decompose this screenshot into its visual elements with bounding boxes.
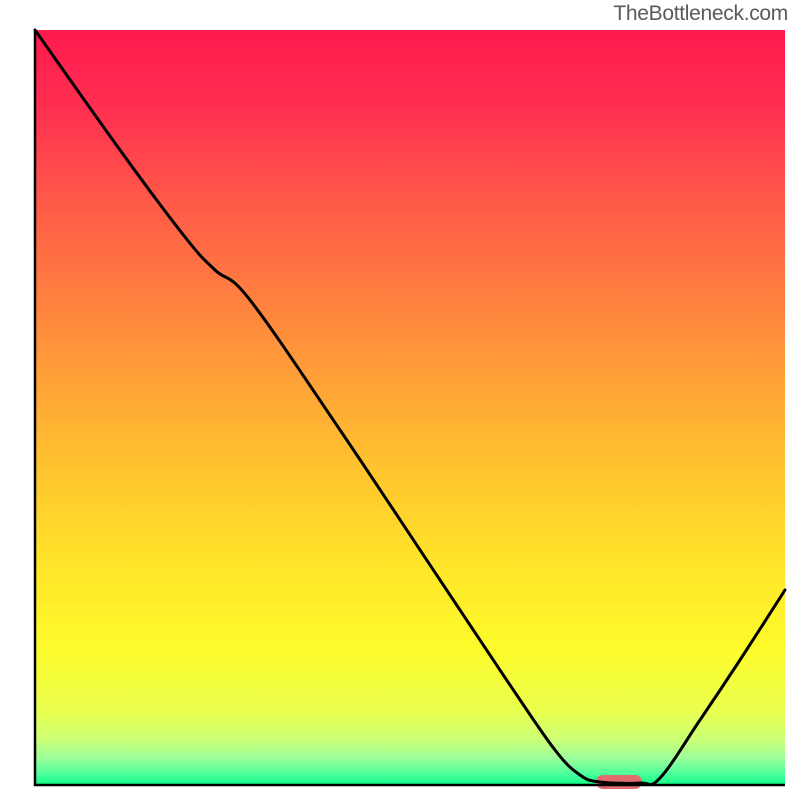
plot-background (35, 30, 785, 785)
watermark-text: TheBottleneck.com (613, 2, 788, 26)
chart-container: TheBottleneck.com (0, 0, 800, 800)
bottleneck-chart (0, 0, 800, 800)
